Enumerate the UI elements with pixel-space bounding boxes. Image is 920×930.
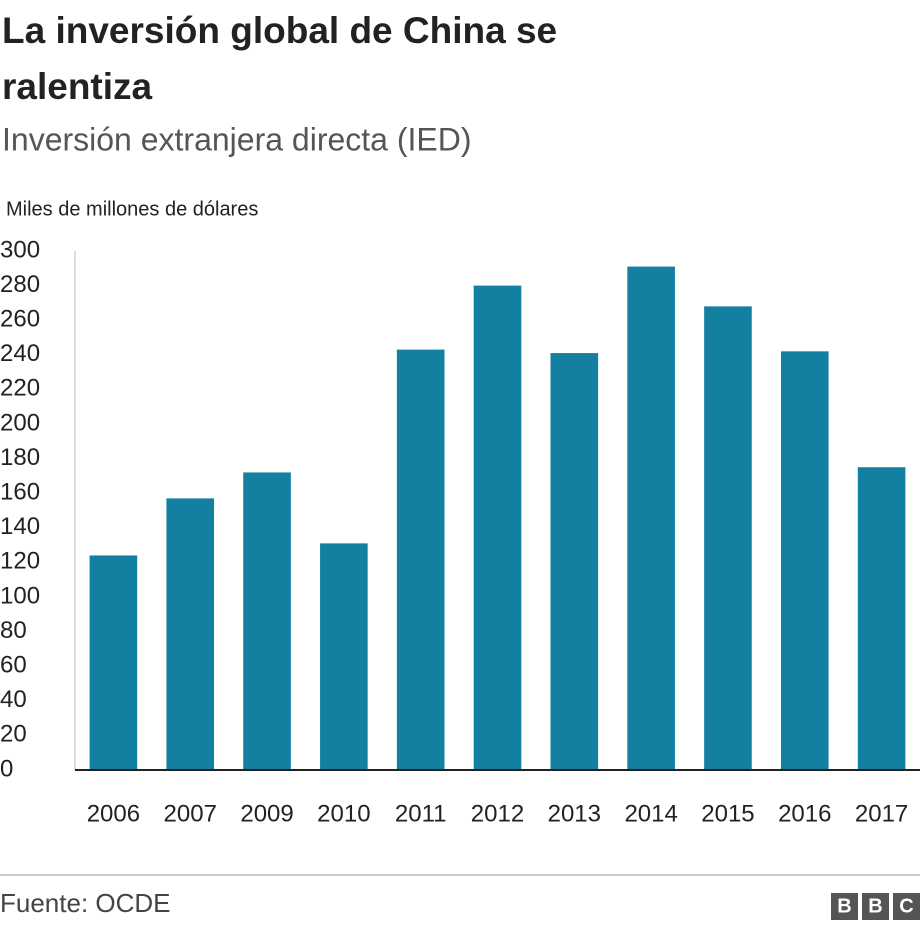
axis-label: Miles de millones de dólares xyxy=(6,198,258,220)
bar xyxy=(550,353,599,770)
x-tick-label: 2014 xyxy=(624,800,677,827)
x-tick-label: 2016 xyxy=(778,800,831,827)
y-tick-label: 40 xyxy=(0,686,27,713)
bar xyxy=(166,498,215,770)
x-tick-label: 2011 xyxy=(395,800,447,827)
logo-letter: C xyxy=(899,895,913,917)
y-tick-label: 180 xyxy=(0,444,40,471)
chart-title: ralentiza xyxy=(2,66,153,107)
y-tick-label: 60 xyxy=(0,652,27,679)
y-tick-label: 240 xyxy=(0,340,40,367)
logo-box xyxy=(831,893,858,920)
y-tick-label: 300 xyxy=(0,236,40,263)
logo-box xyxy=(862,893,889,920)
source: Fuente: OCDE xyxy=(0,888,171,918)
bar xyxy=(857,467,906,770)
y-tick-label: 20 xyxy=(0,721,27,748)
chart-title: La inversión global de China se xyxy=(2,10,557,51)
bar xyxy=(473,285,522,770)
y-tick-label: 140 xyxy=(0,513,40,540)
chart-subtitle: Inversión extranjera directa (IED) xyxy=(2,121,472,157)
x-tick-label: 2009 xyxy=(240,800,293,827)
x-tick-label: 2013 xyxy=(548,800,601,827)
y-tick-label: 260 xyxy=(0,306,40,333)
bar xyxy=(704,306,752,770)
y-tick-label: 160 xyxy=(0,479,40,506)
x-tick-label: 2006 xyxy=(87,800,140,827)
y-tick-label: 220 xyxy=(0,375,40,402)
y-tick-label: 120 xyxy=(0,548,40,575)
y-tick-label: 280 xyxy=(0,271,40,298)
x-tick-label: 2007 xyxy=(164,800,217,827)
bar xyxy=(243,472,291,770)
x-tick-label: 2017 xyxy=(855,800,908,827)
bar xyxy=(780,351,829,770)
bar xyxy=(320,543,368,770)
logo-letter: B xyxy=(868,895,882,917)
bar xyxy=(89,555,138,770)
bar xyxy=(396,349,445,770)
y-tick-label: 200 xyxy=(0,409,40,436)
logo-box xyxy=(893,893,920,920)
x-tick-label: 2012 xyxy=(471,800,524,827)
logo-letter: B xyxy=(837,895,851,917)
x-tick-label: 2010 xyxy=(317,800,370,827)
x-tick-label: 2015 xyxy=(701,800,754,827)
y-tick-label: 80 xyxy=(0,617,27,644)
y-tick-label: 100 xyxy=(0,582,40,609)
bar xyxy=(627,266,675,770)
y-tick-label: 0 xyxy=(0,755,13,782)
